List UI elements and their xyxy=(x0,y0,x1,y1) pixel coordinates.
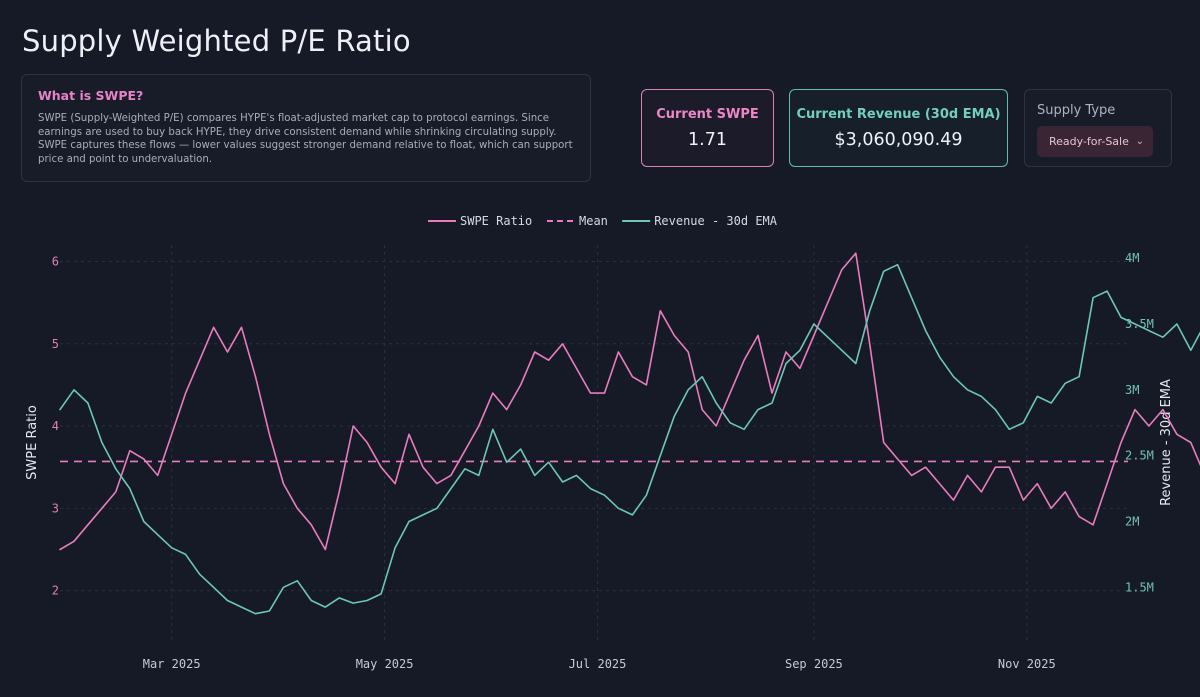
x-tick-label: Mar 2025 xyxy=(143,657,201,671)
y-right-tick-label: 3.5M xyxy=(1125,317,1154,331)
current-swpe-label: Current SWPE xyxy=(656,107,759,122)
current-swpe-card: Current SWPE 1.71 xyxy=(641,89,774,167)
swpe-ratio-line xyxy=(59,252,1200,551)
y-right-tick-label: 2.5M xyxy=(1125,449,1154,463)
chevron-down-icon: ⌄ xyxy=(1135,136,1144,147)
y-left-tick-label: 4 xyxy=(52,419,59,433)
y-right-axis-title: Revenue - 30d EMA xyxy=(1159,379,1174,506)
page-title: Supply Weighted P/E Ratio xyxy=(22,24,411,58)
y-left-axis-title: SWPE Ratio xyxy=(25,405,40,480)
info-heading: What is SWPE? xyxy=(38,88,144,103)
y-right-tick-label: 3M xyxy=(1125,383,1139,397)
chart-grid xyxy=(60,245,1128,640)
y-right-tick-label: 4M xyxy=(1125,251,1139,265)
y-right-tick-label: 1.5M xyxy=(1125,580,1154,594)
current-revenue-value: $3,060,090.49 xyxy=(834,130,963,150)
y-left-tick-label: 6 xyxy=(52,254,59,268)
x-tick-label: Jul 2025 xyxy=(569,657,627,671)
chart-axes: Mar 2025 May 2025 Jul 2025 Sep 2025 Nov 2025… xyxy=(25,251,1174,671)
current-revenue-card: Current Revenue (30d EMA) $3,060,090.49 xyxy=(789,89,1008,167)
x-tick-label: Nov 2025 xyxy=(998,657,1056,671)
y-left-tick-label: 2 xyxy=(52,584,59,598)
legend-mean-label: Mean xyxy=(579,214,608,228)
current-swpe-value: 1.71 xyxy=(688,130,727,150)
legend-revenue-label: Revenue - 30d EMA xyxy=(654,214,778,228)
chart-legend: SWPE Ratio Mean Revenue - 30d EMA xyxy=(428,214,778,228)
y-right-tick-label: 2M xyxy=(1125,515,1139,529)
supply-type-card: Supply Type Ready-for-Sale ⌄ xyxy=(1024,89,1172,167)
swpe-info-card: What is SWPE? SWPE (Supply-Weighted P/E)… xyxy=(21,74,591,182)
supply-type-select[interactable]: Ready-for-Sale ⌄ xyxy=(1037,126,1153,157)
current-revenue-label: Current Revenue (30d EMA) xyxy=(796,107,1001,122)
supply-type-selected: Ready-for-Sale xyxy=(1049,135,1129,148)
legend-swpe-label: SWPE Ratio xyxy=(460,214,532,228)
supply-type-label: Supply Type xyxy=(1037,103,1116,118)
y-left-tick-label: 5 xyxy=(52,337,59,351)
chart-series xyxy=(59,252,1200,615)
x-tick-label: May 2025 xyxy=(356,657,414,671)
y-left-tick-label: 3 xyxy=(52,501,59,515)
revenue-ema-line xyxy=(59,263,1200,615)
x-tick-label: Sep 2025 xyxy=(785,657,843,671)
info-body: SWPE (Supply-Weighted P/E) compares HYPE… xyxy=(38,113,573,165)
